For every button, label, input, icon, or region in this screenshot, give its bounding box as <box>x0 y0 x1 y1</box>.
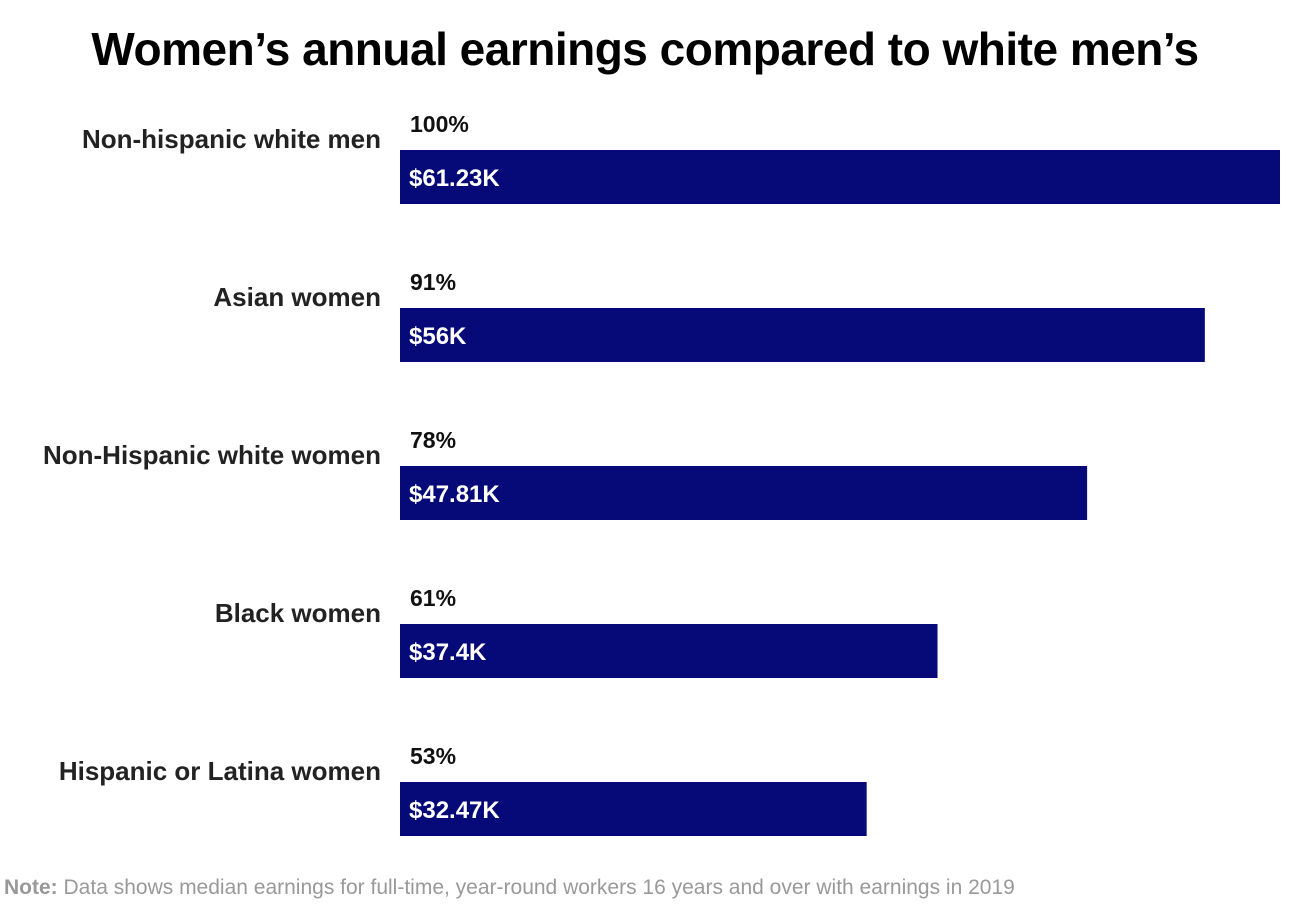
bar <box>400 150 1280 204</box>
percent-label: 78% <box>410 427 456 453</box>
note-text: Data shows median earnings for full-time… <box>63 876 1015 899</box>
chart-note: Note: Data shows median earnings for ful… <box>4 876 1015 900</box>
percent-label: 53% <box>410 743 456 769</box>
bar <box>400 466 1088 520</box>
value-label: $61.23K <box>409 165 500 192</box>
value-label: $32.47K <box>409 797 500 824</box>
category-label: Hispanic or Latina women <box>59 756 381 786</box>
category-label: Asian women <box>213 282 381 312</box>
value-label: $37.4K <box>409 639 487 666</box>
bar <box>400 782 867 836</box>
value-label: $47.81K <box>409 481 500 508</box>
bar <box>400 624 938 678</box>
category-label: Non-hispanic white men <box>82 124 381 154</box>
bar <box>400 308 1205 362</box>
percent-label: 100% <box>410 111 469 137</box>
percent-label: 91% <box>410 269 456 295</box>
value-label: $56K <box>409 323 467 350</box>
chart-title: Women’s annual earnings compared to whit… <box>91 23 1199 75</box>
category-label: Black women <box>215 598 381 628</box>
category-label: Non-Hispanic white women <box>43 440 381 470</box>
percent-label: 61% <box>410 585 456 611</box>
note-label: Note: <box>4 876 58 899</box>
bar-chart: Non-hispanic white men 100% $61.23K Asian w… <box>43 111 1280 836</box>
